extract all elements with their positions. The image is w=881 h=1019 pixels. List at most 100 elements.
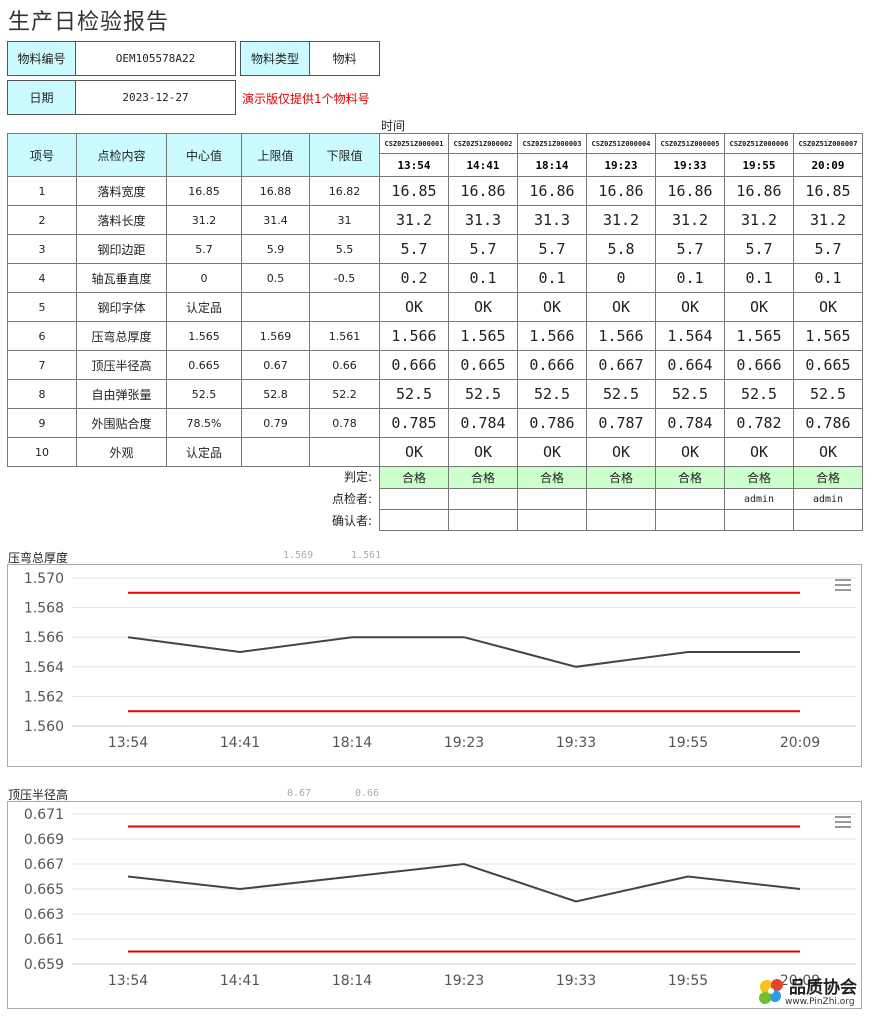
- sample-value: OK: [724, 437, 794, 467]
- x-tick-label: 19:23: [444, 735, 484, 751]
- sample-value: 16.85: [793, 176, 863, 206]
- sample-value: 5.7: [379, 234, 449, 264]
- item-name: 落料长度: [76, 205, 167, 235]
- sample-value: 0.666: [724, 350, 794, 380]
- y-tick-label: 1.570: [24, 571, 64, 587]
- y-tick-label: 1.568: [24, 601, 64, 617]
- confirmer[interactable]: [448, 509, 518, 531]
- sample-id: CSZ0Z51Z000001: [379, 133, 449, 154]
- sample-value: 31.2: [724, 205, 794, 235]
- chart-2-limit-tag-lower: 0.66: [355, 788, 380, 799]
- sample-value: 0.1: [655, 263, 725, 293]
- item-center: 16.85: [166, 176, 242, 206]
- item-no: 3: [7, 234, 77, 264]
- inspector[interactable]: admin: [793, 488, 863, 510]
- y-tick-label: 0.669: [24, 832, 64, 848]
- sample-value: OK: [448, 292, 518, 322]
- sample-value: 5.7: [448, 234, 518, 264]
- item-name: 钢印字体: [76, 292, 167, 322]
- x-tick-label: 19:55: [668, 973, 708, 989]
- item-upper: [241, 292, 310, 322]
- inspector[interactable]: admin: [724, 488, 794, 510]
- item-upper: 1.569: [241, 321, 310, 351]
- item-lower: 31: [309, 205, 380, 235]
- x-tick-label: 19:33: [556, 973, 596, 989]
- chart-2: 0.659 0.661 0.663 0.665 0.667 0.669 0.671 13:54…: [7, 801, 862, 1009]
- sample-value: 0.665: [793, 350, 863, 380]
- sample-value: 52.5: [379, 379, 449, 409]
- y-tick-label: 0.667: [24, 857, 64, 873]
- inspector[interactable]: [655, 488, 725, 510]
- x-tick-label: 19:23: [444, 973, 484, 989]
- sample-value-row: 16.85 16.86 16.86 16.86 16.86 16.86 16.85: [379, 176, 863, 206]
- item-name: 外围贴合度: [76, 408, 167, 438]
- material-type-value[interactable]: 物料: [309, 41, 380, 76]
- item-lower: 1.561: [309, 321, 380, 351]
- inspector[interactable]: [379, 488, 449, 510]
- x-tick-label: 14:41: [220, 973, 260, 989]
- sample-value-row: 1.566 1.565 1.566 1.566 1.564 1.565 1.565: [379, 321, 863, 351]
- flower-logo-icon: [759, 979, 783, 1004]
- confirmer[interactable]: [586, 509, 656, 531]
- inspector[interactable]: [517, 488, 587, 510]
- item-name: 落料宽度: [76, 176, 167, 206]
- sample-id: CSZ0Z51Z000007: [793, 133, 863, 154]
- series-line: [127, 862, 801, 903]
- sample-value: 16.86: [448, 176, 518, 206]
- sample-value: 0.1: [448, 263, 518, 293]
- hamburger-icon[interactable]: [835, 579, 851, 591]
- item-lower: 0.66: [309, 350, 380, 380]
- table-row: 3 钢印边距 5.7 5.9 5.5: [7, 234, 380, 264]
- sample-value: 52.5: [724, 379, 794, 409]
- item-upper: 52.8: [241, 379, 310, 409]
- inspector[interactable]: [586, 488, 656, 510]
- item-no: 5: [7, 292, 77, 322]
- x-tick-label: 13:54: [108, 973, 148, 989]
- item-no: 6: [7, 321, 77, 351]
- sample-value: 31.2: [793, 205, 863, 235]
- confirmer[interactable]: [379, 509, 449, 531]
- chart-1: 1.560 1.562 1.564 1.566 1.568 1.570 13:54 14:41…: [7, 564, 862, 767]
- item-center: 认定品: [166, 437, 242, 467]
- confirmer[interactable]: [724, 509, 794, 531]
- item-lower: -0.5: [309, 263, 380, 293]
- sample-time: 20:09: [793, 153, 863, 177]
- item-lower: [309, 292, 380, 322]
- confirmer[interactable]: [655, 509, 725, 531]
- item-lower: 52.2: [309, 379, 380, 409]
- item-lower: 0.78: [309, 408, 380, 438]
- item-center: 1.565: [166, 321, 242, 351]
- column-header: 上限值: [241, 133, 310, 177]
- item-upper: [241, 437, 310, 467]
- item-no: 7: [7, 350, 77, 380]
- sample-value: 1.565: [448, 321, 518, 351]
- item-upper: 31.4: [241, 205, 310, 235]
- sample-value: 16.85: [379, 176, 449, 206]
- y-tick-label: 1.562: [24, 689, 64, 705]
- chart-2-svg: 0.659 0.661 0.663 0.665 0.667 0.669 0.671 13:54…: [24, 807, 856, 989]
- chart-1-limit-tag-lower: 1.561: [351, 550, 382, 561]
- item-center: 5.7: [166, 234, 242, 264]
- item-no: 4: [7, 263, 77, 293]
- sample-value: 31.2: [586, 205, 656, 235]
- inspector[interactable]: [448, 488, 518, 510]
- sample-value-row: 0.2 0.1 0.1 0 0.1 0.1 0.1: [379, 263, 863, 293]
- item-name: 轴瓦垂直度: [76, 263, 167, 293]
- column-header: 项号: [7, 133, 77, 177]
- verdict: 合格: [793, 466, 863, 489]
- date-value[interactable]: 2023-12-27: [75, 80, 236, 115]
- y-tick-label: 1.560: [24, 719, 64, 735]
- sample-value: 0.1: [517, 263, 587, 293]
- sample-value: 0.666: [517, 350, 587, 380]
- sample-value: 0.784: [655, 408, 725, 438]
- x-tick-label: 14:41: [220, 735, 260, 751]
- item-lower: 5.5: [309, 234, 380, 264]
- confirmer[interactable]: [793, 509, 863, 531]
- material-no-value[interactable]: OEM105578A22: [75, 41, 236, 76]
- sample-value: 1.565: [724, 321, 794, 351]
- pinzhi-logo: 品质协会 www.PinZhi.org: [755, 973, 875, 1013]
- hamburger-icon[interactable]: [835, 816, 851, 828]
- confirmer[interactable]: [517, 509, 587, 531]
- sample-value: OK: [586, 292, 656, 322]
- items-header-row: 项号 点检内容 中心值 上限值 下限值: [7, 133, 380, 177]
